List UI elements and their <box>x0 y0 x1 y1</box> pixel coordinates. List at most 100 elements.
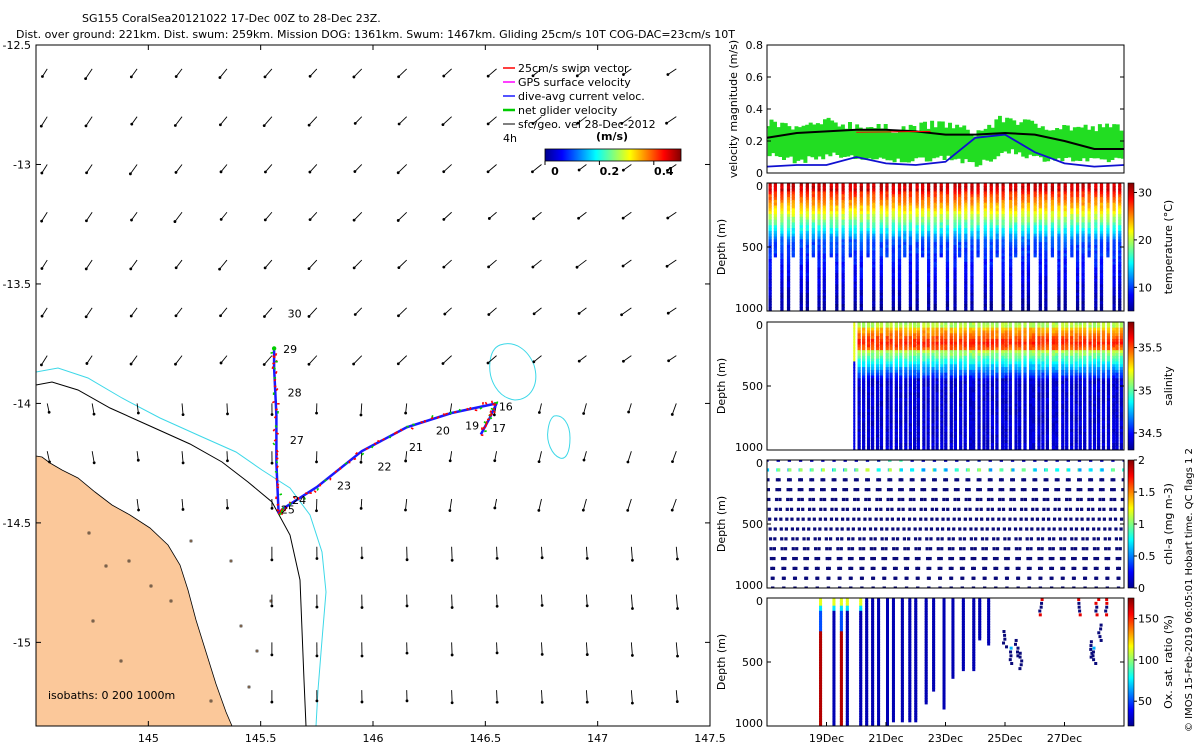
profile-sample <box>977 369 981 374</box>
profile-sample <box>866 400 871 405</box>
profile-sample <box>1055 327 1059 332</box>
profile-sample <box>1014 448 1018 450</box>
profile-sample <box>1029 372 1033 377</box>
velocity-arrow <box>41 212 48 222</box>
profile-sample <box>891 222 895 227</box>
profile-sample <box>848 183 852 187</box>
profile-sample <box>885 372 889 377</box>
profile-sample <box>1001 205 1005 210</box>
profile-sample <box>1063 202 1067 207</box>
profile-sample <box>805 185 809 190</box>
profile-sample <box>969 412 973 417</box>
profile-sample <box>1001 347 1005 352</box>
profile-sample <box>927 259 931 264</box>
profile-sample <box>1018 344 1022 349</box>
velocity-arrow <box>538 403 542 413</box>
profile-sample <box>1029 358 1033 363</box>
profile-sample <box>922 417 926 422</box>
profile-sample <box>1075 264 1080 269</box>
profile-sample <box>908 324 912 329</box>
profile-sample <box>870 443 875 448</box>
velocity-arrow-head <box>577 359 581 363</box>
profile-sample <box>1021 304 1025 309</box>
profile-sample <box>848 242 852 247</box>
profile-sample <box>1075 205 1080 210</box>
profile-sample <box>1044 183 1048 187</box>
profile-sample <box>912 327 917 332</box>
profile-sample <box>972 417 976 422</box>
profile-sample <box>933 205 937 210</box>
profile-sample <box>1037 409 1041 414</box>
profile-sample <box>1081 219 1085 224</box>
profile-sample <box>1118 199 1122 204</box>
profile-sample <box>817 292 821 297</box>
profile-sample <box>915 213 919 218</box>
profile-sample <box>786 205 791 210</box>
profile-sample <box>1044 306 1048 311</box>
profile-sample <box>1023 409 1027 414</box>
profile-sample <box>822 194 826 199</box>
profile-sample <box>1112 253 1116 258</box>
profile-sample <box>990 417 995 422</box>
profile-sample <box>891 292 895 297</box>
profile-sample <box>768 194 772 199</box>
profile-sample <box>870 409 875 414</box>
profile-sample <box>908 261 913 266</box>
velocity-arrow-head <box>622 73 625 76</box>
profile-sample <box>805 216 809 221</box>
profile-sample <box>916 400 920 405</box>
profile-sample <box>904 412 908 417</box>
profile-sample <box>986 445 990 450</box>
profile-sample <box>780 225 784 230</box>
velocity-arrow-head <box>307 362 311 366</box>
profile-sample <box>786 194 791 199</box>
profile-sample <box>953 361 958 366</box>
profile-sample <box>940 386 944 391</box>
profile-sample <box>964 236 968 241</box>
profile-sample <box>1061 392 1065 397</box>
profile-sample <box>915 301 919 306</box>
velocity-arrow <box>136 403 139 414</box>
profile-sample <box>805 287 809 292</box>
profile-sample <box>1118 225 1122 230</box>
profile-sample <box>977 392 981 397</box>
profile-sample <box>891 309 895 311</box>
profile-sample <box>1055 417 1059 422</box>
profile-sample <box>1055 350 1059 355</box>
profile-sample <box>1001 247 1005 252</box>
velocity-arrow-head <box>360 700 364 704</box>
profile-sample <box>889 375 893 380</box>
profile-sample <box>1045 443 1049 448</box>
profile-sample <box>908 369 912 374</box>
velocity-arrow <box>443 164 452 172</box>
profile-sample <box>935 361 939 366</box>
velocity-arrow <box>220 211 228 220</box>
profile-sample <box>903 188 907 193</box>
profile-sample <box>972 440 976 445</box>
profile-sample <box>773 244 777 249</box>
profile-sample <box>953 417 958 422</box>
map-x-tick-label: 146 <box>363 732 384 745</box>
profile-sample <box>1070 205 1074 210</box>
profile-sample <box>866 417 871 422</box>
velocity-arrow-head <box>405 558 409 562</box>
profile-sample <box>1001 355 1005 360</box>
profile-sample <box>959 398 963 403</box>
velocity-arrow <box>46 451 50 462</box>
velocity-arrow-head <box>495 700 499 704</box>
profile-sample <box>931 327 935 332</box>
profile-sample <box>1087 228 1091 233</box>
profile-sample <box>972 336 976 341</box>
profile-sample <box>780 267 784 272</box>
profile-sample <box>1021 301 1025 306</box>
profile-sample <box>879 236 883 241</box>
profile-sample <box>1009 275 1013 280</box>
profile-sample <box>922 412 926 417</box>
profile-sample <box>899 330 903 335</box>
profile-sample <box>949 358 953 363</box>
profile-sample <box>780 242 784 247</box>
profile-sample <box>933 216 937 221</box>
profile-sample <box>903 250 907 255</box>
profile-sample <box>969 403 973 408</box>
profile-sample <box>1037 344 1041 349</box>
